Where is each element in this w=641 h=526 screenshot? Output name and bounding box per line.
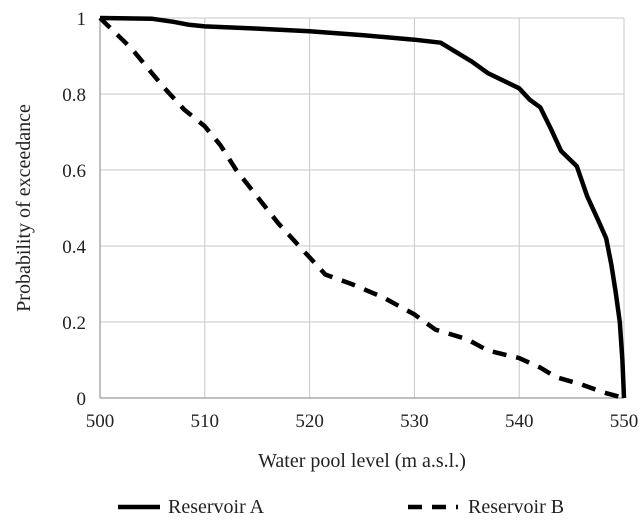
axes	[99, 18, 624, 399]
x-tick-label: 500	[86, 411, 115, 432]
series-line-reservoir-a	[99, 15, 627, 399]
y-tick-label: 0.2	[62, 313, 86, 334]
series-line-reservoir-b	[98, 16, 625, 401]
legend-label-reservoir-b: Reservoir B	[468, 496, 564, 518]
x-tick-label: 520	[295, 411, 324, 432]
x-tick-label: 510	[191, 411, 220, 432]
y-tick-label: 0.6	[62, 161, 86, 182]
y-axis-title: Probability of exceedance	[13, 104, 35, 312]
legend-label-reservoir-a: Reservoir A	[168, 496, 265, 518]
y-tick-label: 1	[77, 9, 87, 30]
x-tick-label: 540	[505, 411, 534, 432]
x-axis-title: Water pool level (m a.s.l.)	[258, 450, 466, 472]
y-tick-label: 0.4	[62, 237, 86, 258]
tick-labels: 500 510 520 530 540 550 0 0.2 0.4 0.6 0.8 1	[62, 9, 638, 432]
legend: Reservoir A Reservoir B	[118, 496, 564, 518]
y-tick-label: 0	[77, 389, 87, 410]
x-tick-label: 530	[400, 411, 429, 432]
series-lines	[98, 15, 627, 401]
x-tick-label: 550	[610, 411, 639, 432]
y-tick-label: 0.8	[62, 85, 86, 106]
grid	[99, 17, 625, 399]
